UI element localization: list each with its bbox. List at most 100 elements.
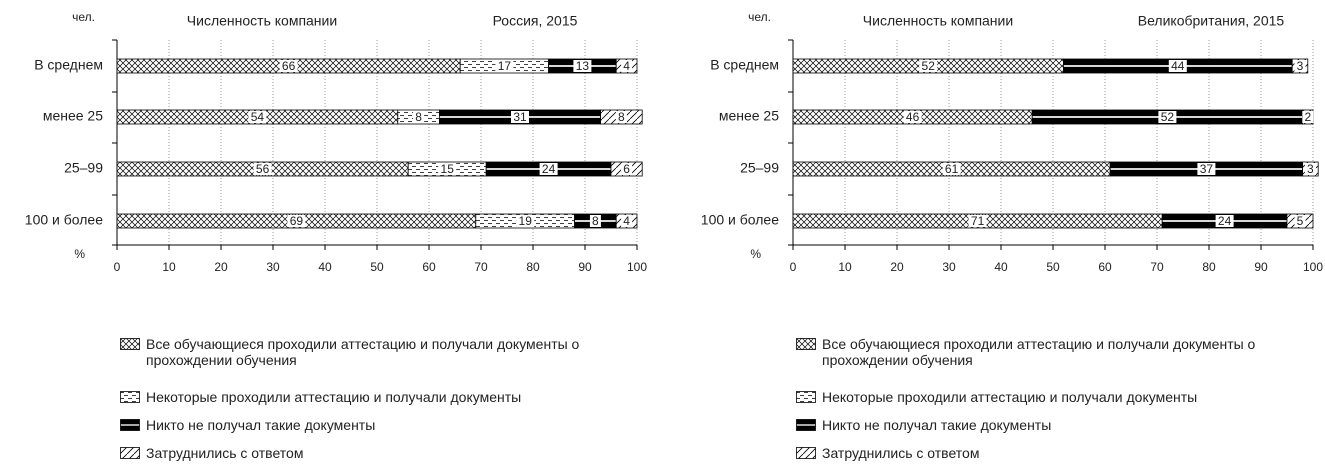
value-label-bg — [1215, 215, 1234, 227]
value-label-bg — [1197, 163, 1216, 175]
value-label-bg — [903, 111, 922, 123]
legend-label: Некоторые проходили аттестацию и получал… — [146, 389, 522, 405]
value-label: 52 — [1161, 110, 1175, 124]
value-label-bg — [287, 215, 306, 227]
legend-swatch-fill — [796, 419, 816, 431]
value-label-bg — [621, 215, 633, 227]
legend-swatch — [120, 447, 140, 459]
y-tick-label: менее 25 — [719, 108, 779, 124]
x-tick-label: 80 — [526, 260, 540, 274]
legend-swatch-fill — [120, 419, 140, 431]
legend-label: Некоторые проходили аттестацию и получал… — [822, 389, 1198, 405]
x-tick-label: 90 — [578, 260, 592, 274]
value-label-bg — [621, 60, 633, 72]
legend-swatch-fill — [120, 391, 140, 403]
value-label: 17 — [498, 59, 512, 73]
legend-item: Некоторые проходили аттестацию и получал… — [796, 389, 1292, 405]
x-tick-label: 50 — [1046, 260, 1060, 274]
chart-subtitle: Россия, 2015 — [493, 13, 578, 29]
x-tick-label: 100 — [1303, 260, 1323, 274]
x-unit-label: % — [750, 247, 761, 261]
x-tick-label: 10 — [162, 260, 176, 274]
legend-swatch — [796, 391, 816, 403]
legend-swatch — [120, 338, 140, 350]
x-tick-label: 20 — [890, 260, 904, 274]
legend-label: Затруднились с ответом — [146, 445, 304, 461]
value-label: 37 — [1200, 162, 1214, 176]
legend-swatch-fill — [120, 447, 140, 459]
value-label: 5 — [1297, 214, 1304, 228]
value-label: 44 — [1171, 59, 1185, 73]
value-label-bg — [968, 215, 987, 227]
x-tick-label: 70 — [1150, 260, 1164, 274]
y-tick-label: В среднем — [34, 57, 103, 73]
value-label: 69 — [290, 214, 304, 228]
x-tick-label: 80 — [1202, 260, 1216, 274]
value-label-bg — [1302, 111, 1314, 123]
value-label-bg — [1158, 111, 1177, 123]
value-label: 66 — [282, 59, 296, 73]
x-tick-label: 20 — [214, 260, 228, 274]
value-label-bg — [279, 60, 298, 72]
value-label: 54 — [251, 110, 265, 124]
value-label-bg — [413, 111, 425, 123]
value-label-bg — [589, 215, 601, 227]
value-label: 8 — [415, 110, 422, 124]
x-unit-label: % — [74, 247, 85, 261]
y-tick-label: 100 и более — [25, 212, 103, 228]
value-label-bg — [942, 163, 961, 175]
chart-subtitle: Великобритания, 2015 — [1138, 13, 1285, 29]
x-tick-label: 100 — [627, 260, 647, 274]
x-tick-label: 70 — [474, 260, 488, 274]
value-label-bg — [1168, 60, 1187, 72]
legend-item: Никто не получал такие документы — [796, 417, 1292, 433]
value-label-bg — [253, 163, 272, 175]
x-tick-label: 0 — [790, 260, 797, 274]
value-label: 31 — [513, 110, 527, 124]
legend-swatch — [796, 447, 816, 459]
value-label: 3 — [1297, 59, 1304, 73]
legend-swatch — [796, 338, 816, 350]
value-label: 8 — [592, 214, 599, 228]
value-label: 15 — [441, 162, 455, 176]
legend-swatch-fill — [796, 391, 816, 403]
value-label: 24 — [542, 162, 556, 176]
value-label: 4 — [623, 59, 630, 73]
y-tick-label: 100 и более — [701, 212, 779, 228]
value-label: 56 — [256, 162, 270, 176]
x-tick-label: 60 — [422, 260, 436, 274]
y-unit-label: чел. — [748, 10, 771, 24]
x-tick-label: 30 — [266, 260, 280, 274]
value-label: 13 — [576, 59, 590, 73]
x-tick-label: 40 — [318, 260, 332, 274]
legend-swatch-fill — [796, 338, 816, 350]
value-label: 24 — [1218, 214, 1232, 228]
value-label: 46 — [906, 110, 920, 124]
legend-label: Затруднились с ответом — [822, 445, 980, 461]
y-tick-label: менее 25 — [43, 108, 103, 124]
value-label-bg — [1294, 60, 1306, 72]
legend-label: Все обучающиеся проходили аттестацию и п… — [822, 336, 1256, 368]
legend-item: Некоторые проходили аттестацию и получал… — [120, 389, 616, 405]
value-label-bg — [1304, 163, 1316, 175]
legend-label: Никто не получал такие документы — [146, 417, 376, 433]
value-label-bg — [495, 60, 514, 72]
value-label: 61 — [945, 162, 959, 176]
value-label-bg — [438, 163, 457, 175]
legend-label: Все обучающиеся проходили аттестацию и п… — [146, 336, 580, 368]
x-tick-label: 0 — [114, 260, 121, 274]
legend-swatch — [796, 419, 816, 431]
value-label-bg — [248, 111, 267, 123]
x-tick-label: 60 — [1098, 260, 1112, 274]
x-tick-label: 10 — [838, 260, 852, 274]
value-label: 52 — [922, 59, 936, 73]
legend-swatch-fill — [120, 338, 140, 350]
legend-swatch — [120, 391, 140, 403]
legend-item: Все обучающиеся проходили аттестацию и п… — [796, 336, 1292, 368]
chart-title: Численность компании — [187, 13, 337, 29]
value-label-bg — [615, 111, 627, 123]
value-label: 8 — [618, 110, 625, 124]
value-label: 6 — [623, 162, 630, 176]
